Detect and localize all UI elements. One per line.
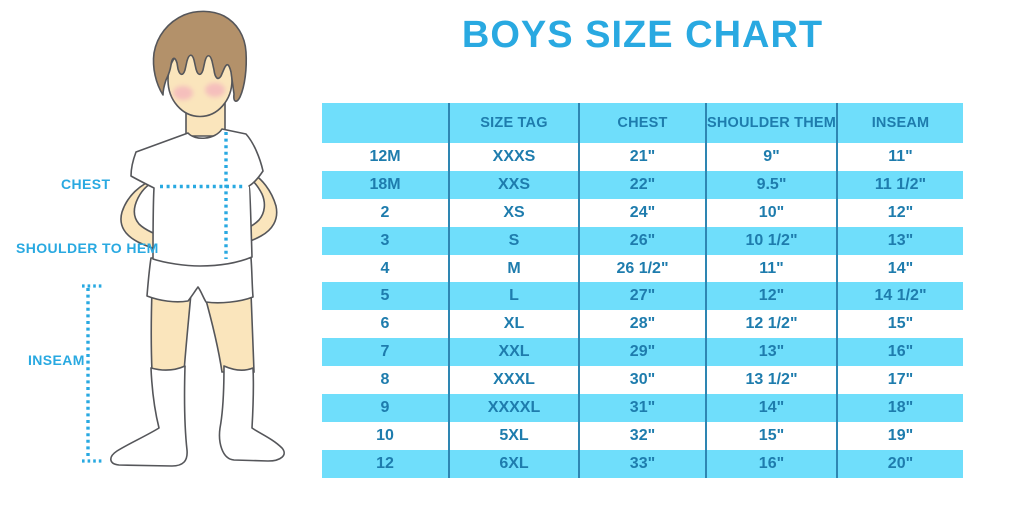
- table-cell: 8: [380, 371, 390, 389]
- table-cell: 3: [380, 231, 390, 249]
- table-cell: XXXXL: [448, 394, 578, 422]
- table-cell: 9": [705, 143, 836, 171]
- table-cell: 14": [705, 394, 836, 422]
- table-row: 9 XXXXL 31" 14" 18": [322, 394, 963, 422]
- table-cell: 10: [376, 426, 394, 444]
- table-cell: L: [448, 282, 578, 311]
- table-cell: 12": [705, 282, 836, 311]
- table-row: 7 XXL 29" 13" 16": [322, 338, 963, 367]
- table-cell: 26 1/2": [578, 254, 705, 283]
- left-cheek: [173, 86, 193, 100]
- table-cell: XXS: [448, 170, 578, 199]
- table-cell: 9: [380, 398, 390, 416]
- table-cell: 10 1/2": [705, 226, 836, 255]
- table-cell: 24": [578, 198, 705, 227]
- table-cell: 10": [705, 198, 836, 227]
- table-cell: 31": [578, 394, 705, 422]
- table-cell: XL: [448, 310, 578, 339]
- table-cell: XXXS: [448, 143, 578, 171]
- right-sock: [218, 365, 285, 462]
- table-cell: 21": [578, 143, 705, 171]
- header-cell: CHEST: [578, 103, 705, 143]
- table-cell: 32": [578, 421, 705, 450]
- header-cell: [322, 103, 448, 143]
- table-cell: 30": [578, 366, 705, 395]
- table-cell: 13": [836, 226, 963, 255]
- table-cell: 14": [836, 254, 963, 283]
- table-row: 18M XXS 22" 9.5" 11 1/2": [322, 170, 963, 199]
- table-header-row: SIZE TAG CHEST SHOULDER THEM INSEAM: [322, 103, 963, 143]
- page-title: BOYS SIZE CHART: [461, 14, 824, 56]
- table-cell: 13 1/2": [705, 366, 836, 395]
- table-cell: 14 1/2": [836, 282, 963, 311]
- inseam-label: INSEAM: [28, 352, 85, 368]
- table-cell: 11 1/2": [836, 170, 963, 199]
- table-cell: 12: [376, 454, 394, 472]
- table-cell: 12": [836, 198, 963, 227]
- table-cell: 12M: [369, 147, 401, 165]
- right-leg: [202, 292, 255, 373]
- chest-label: CHEST: [61, 176, 111, 192]
- table-cell: XXL: [448, 338, 578, 367]
- table-cell: 2: [380, 203, 390, 221]
- table-row: 6 XL 28" 12 1/2" 15": [322, 310, 963, 339]
- table-cell: 15": [836, 310, 963, 339]
- table-cell: 28": [578, 310, 705, 339]
- header-cell: SHOULDER THEM: [705, 103, 836, 143]
- table-cell: 18": [836, 394, 963, 422]
- table-row: 5 L 27" 12" 14 1/2": [322, 282, 963, 311]
- table-cell: 7: [380, 343, 390, 361]
- table-cell: 11": [705, 254, 836, 283]
- table-cell: 5: [380, 287, 390, 305]
- table-row: 12 6XL 33" 16" 20": [322, 449, 963, 478]
- table-cell: 33": [578, 449, 705, 478]
- header-cell: SIZE TAG: [448, 103, 578, 143]
- table-cell: XS: [448, 198, 578, 227]
- table-cell: 13": [705, 338, 836, 367]
- table-cell: 29": [578, 338, 705, 367]
- shoulder-to-hem-label: SHOULDER TO HEM: [16, 240, 159, 256]
- shorts-shape: [146, 257, 254, 304]
- table-cell: 27": [578, 282, 705, 311]
- table-cell: 4: [380, 259, 390, 277]
- table-row: 4 M 26 1/2" 11" 14": [322, 254, 963, 283]
- table-cell: 16": [705, 449, 836, 478]
- table-row: 2 XS 24" 10" 12": [322, 198, 963, 227]
- table-cell: 16": [836, 338, 963, 367]
- left-sock: [110, 365, 188, 467]
- table-cell: 19": [836, 421, 963, 450]
- table-row: 12M XXXS 21" 9" 11": [322, 143, 963, 171]
- table-cell: 12 1/2": [705, 310, 836, 339]
- header-cell: INSEAM: [836, 103, 963, 143]
- table-cell: 18M: [369, 175, 401, 193]
- shirt-shape: [130, 128, 264, 267]
- table-cell: 15": [705, 421, 836, 450]
- table-row: 8 XXXL 30" 13 1/2" 17": [322, 366, 963, 395]
- size-chart-table: SIZE TAG CHEST SHOULDER THEM INSEAM 12M XXXS…: [322, 103, 963, 478]
- table-row: 10 5XL 32" 15" 19": [322, 421, 963, 450]
- boy-illustration: [82, 10, 285, 467]
- table-cell: 20": [836, 449, 963, 478]
- right-cheek: [205, 83, 225, 97]
- table-cell: 6XL: [448, 449, 578, 478]
- table-cell: XXXL: [448, 366, 578, 395]
- hair-shape: [152, 10, 248, 102]
- table-cell: S: [448, 226, 578, 255]
- table-body: 12M XXXS 21" 9" 11" 18M XXS 22" 9.5" 11 1/2" 2 XS 24…: [322, 143, 963, 478]
- table-cell: 22": [578, 170, 705, 199]
- table-cell: 26": [578, 226, 705, 255]
- table-cell: 17": [836, 366, 963, 395]
- table-cell: 11": [836, 143, 963, 171]
- table-cell: 9.5": [705, 170, 836, 199]
- table-row: 3 S 26" 10 1/2" 13": [322, 226, 963, 255]
- table-cell: 5XL: [448, 421, 578, 450]
- table-cell: M: [448, 254, 578, 283]
- table-cell: 6: [380, 315, 390, 333]
